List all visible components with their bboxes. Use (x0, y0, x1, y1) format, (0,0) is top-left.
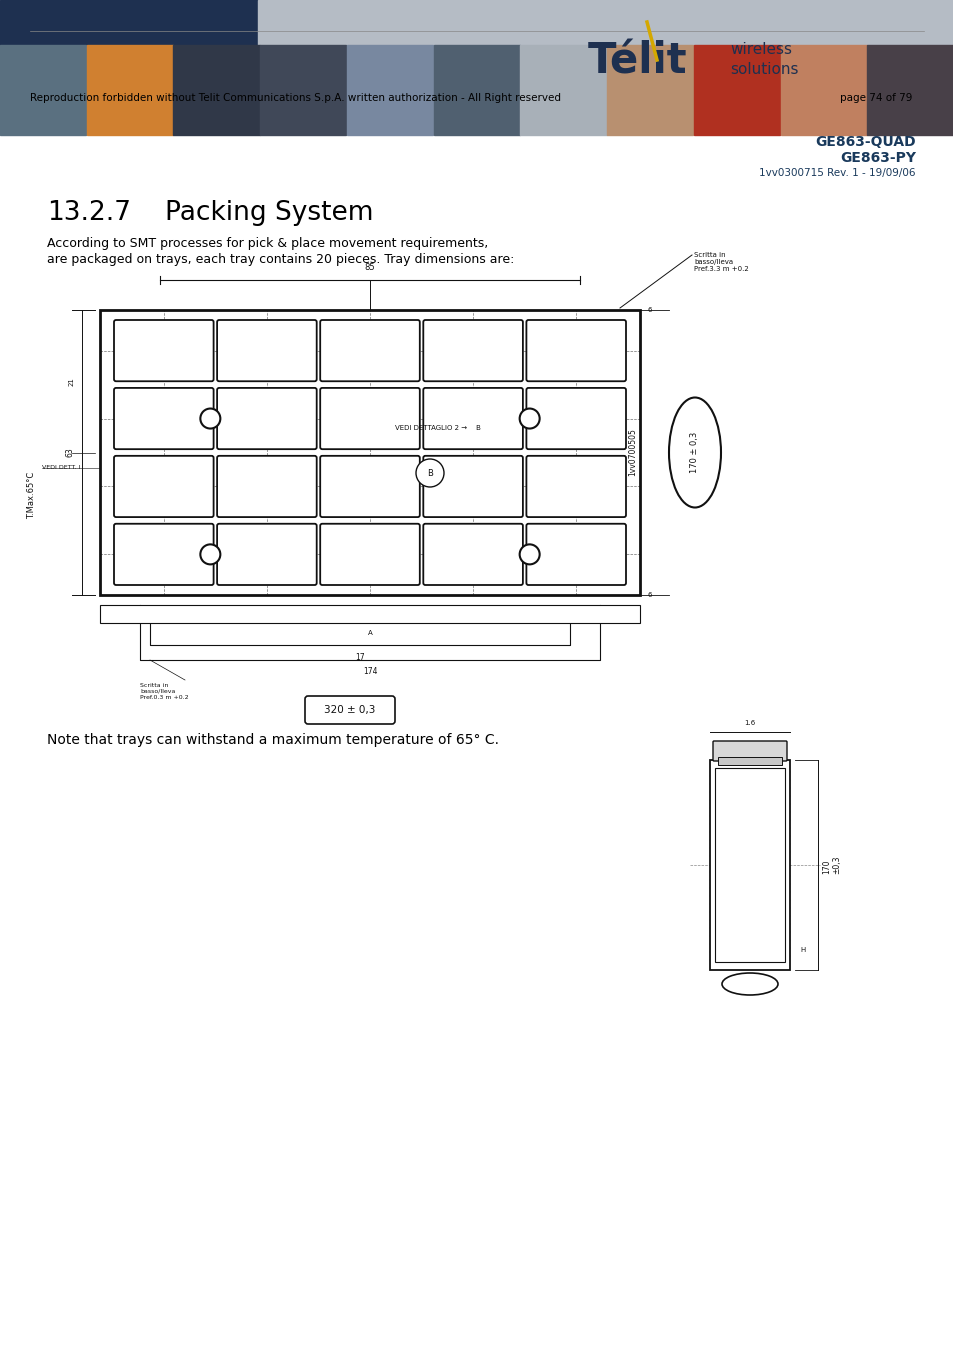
Bar (87, 45, 172, 135)
Text: 1.6: 1.6 (743, 720, 755, 726)
Text: 1vv0300715 Rev. 1 - 19/09/06: 1vv0300715 Rev. 1 - 19/09/06 (759, 167, 915, 178)
Ellipse shape (668, 397, 720, 508)
Bar (709, 760, 789, 971)
Circle shape (416, 459, 443, 487)
Text: Télit: Télit (587, 40, 687, 82)
Text: GE863-QUAD: GE863-QUAD (815, 135, 915, 148)
FancyBboxPatch shape (320, 320, 419, 381)
Text: 17: 17 (355, 653, 364, 662)
FancyBboxPatch shape (320, 456, 419, 517)
Text: Note that trays can withstand a maximum temperature of 65° C.: Note that trays can withstand a maximum … (47, 733, 498, 747)
FancyBboxPatch shape (320, 524, 419, 585)
Circle shape (200, 544, 220, 564)
Text: 174: 174 (362, 667, 376, 676)
Bar (780, 45, 866, 135)
FancyBboxPatch shape (113, 320, 213, 381)
Bar (257, 0, 953, 117)
Bar (100, 310, 639, 595)
FancyBboxPatch shape (217, 456, 316, 517)
FancyBboxPatch shape (217, 320, 316, 381)
Text: A: A (367, 630, 372, 636)
Text: VEDI DETT. I: VEDI DETT. I (42, 464, 80, 470)
Text: VEDI DETTAGLIO 2 →    B: VEDI DETTAGLIO 2 → B (395, 425, 480, 431)
Circle shape (519, 544, 539, 564)
FancyBboxPatch shape (526, 387, 625, 450)
Bar (606, 45, 693, 135)
Text: 85: 85 (364, 263, 375, 271)
Text: T.Max.65°C: T.Max.65°C (28, 471, 36, 518)
Bar (714, 768, 784, 963)
Ellipse shape (721, 973, 778, 995)
Text: 170
±0,3: 170 ±0,3 (821, 856, 841, 875)
Text: 21: 21 (69, 377, 75, 386)
Text: 320 ± 0,3: 320 ± 0,3 (324, 705, 375, 716)
FancyBboxPatch shape (217, 387, 316, 450)
Text: Scritta in
basso/lleva
Pref.0.3 m +0.2: Scritta in basso/lleva Pref.0.3 m +0.2 (140, 683, 189, 699)
Text: 6: 6 (647, 593, 652, 598)
Circle shape (519, 409, 539, 428)
FancyBboxPatch shape (423, 387, 522, 450)
FancyBboxPatch shape (113, 524, 213, 585)
FancyBboxPatch shape (423, 320, 522, 381)
Bar (718, 757, 781, 765)
FancyBboxPatch shape (305, 697, 395, 724)
Text: GE863-PY: GE863-PY (840, 151, 915, 165)
Bar (260, 45, 346, 135)
Text: solutions: solutions (729, 62, 798, 77)
Text: 6: 6 (647, 306, 652, 313)
Text: Reproduction forbidden without Telit Communications S.p.A. written authorization: Reproduction forbidden without Telit Com… (30, 93, 560, 103)
Text: B: B (427, 468, 433, 478)
Text: Packing System: Packing System (165, 200, 374, 225)
Text: Scritta in
basso/lleva
Pref.3.3 m +0.2: Scritta in basso/lleva Pref.3.3 m +0.2 (693, 252, 748, 271)
Text: A →: A → (363, 608, 376, 613)
FancyBboxPatch shape (526, 524, 625, 585)
Text: 63: 63 (66, 448, 75, 458)
Bar (173, 45, 259, 135)
FancyBboxPatch shape (113, 387, 213, 450)
FancyBboxPatch shape (113, 456, 213, 517)
FancyBboxPatch shape (320, 387, 419, 450)
Bar (347, 45, 433, 135)
FancyBboxPatch shape (423, 456, 522, 517)
Text: are packaged on trays, each tray contains 20 pieces. Tray dimensions are:: are packaged on trays, each tray contain… (47, 252, 514, 266)
FancyBboxPatch shape (217, 524, 316, 585)
FancyBboxPatch shape (712, 741, 786, 761)
Bar (434, 45, 519, 135)
Bar (100, 605, 639, 622)
Text: wireless: wireless (729, 42, 791, 58)
Text: 13.2.7: 13.2.7 (47, 200, 131, 225)
Bar (866, 45, 952, 135)
Text: page 74 of 79: page 74 of 79 (840, 93, 911, 103)
Bar (0, 45, 86, 135)
Text: According to SMT processes for pick & place movement requirements,: According to SMT processes for pick & pl… (47, 236, 488, 250)
FancyBboxPatch shape (423, 524, 522, 585)
Bar (0, 0, 257, 117)
Bar (519, 45, 606, 135)
Text: H: H (800, 946, 804, 953)
Text: 170 ± 0,3: 170 ± 0,3 (690, 432, 699, 472)
FancyBboxPatch shape (526, 456, 625, 517)
Text: 1vv0700505: 1vv0700505 (628, 428, 637, 477)
Bar (693, 45, 780, 135)
Circle shape (200, 409, 220, 428)
FancyBboxPatch shape (526, 320, 625, 381)
